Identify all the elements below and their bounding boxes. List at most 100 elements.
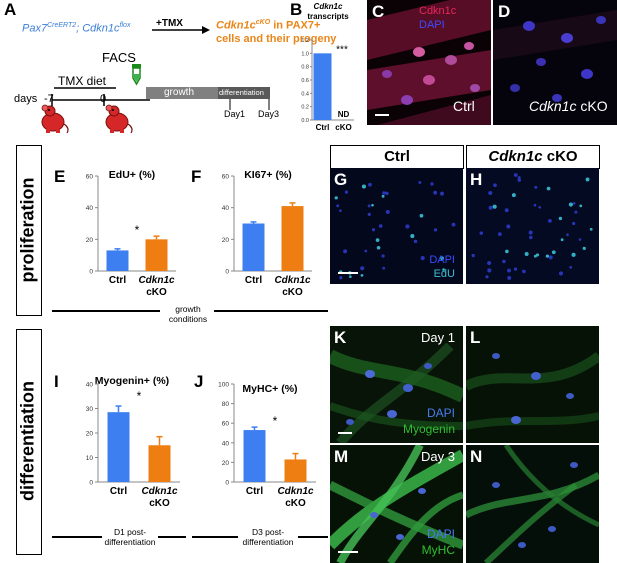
chart-i-category-label: cKO bbox=[149, 498, 170, 509]
nucleus-dot bbox=[381, 194, 385, 198]
nucleus-dot bbox=[558, 271, 564, 276]
image-h-cko-edu bbox=[466, 168, 599, 284]
chart-f-ytick-label: 60 bbox=[222, 174, 230, 181]
nucleus-dot bbox=[382, 266, 386, 270]
nucleus-dot bbox=[419, 213, 424, 218]
nucleus-dot bbox=[585, 177, 590, 182]
cko-header-gene: Cdkn1c bbox=[488, 148, 543, 165]
chart-b-bar bbox=[313, 53, 332, 121]
chart-b-category-label: Ctrl bbox=[316, 123, 330, 132]
nucleus-dot bbox=[433, 228, 438, 232]
nucleus-dot bbox=[502, 259, 506, 264]
d-suffix-label: cKO bbox=[576, 98, 608, 114]
genotype-creert2: CreERT2 bbox=[47, 22, 77, 29]
g-ctrl-header: Ctrl bbox=[330, 145, 464, 169]
differentiation-bar-label: differentiation bbox=[219, 88, 264, 97]
nucleus-dot bbox=[487, 260, 492, 266]
h-cko-header: Cdkn1c cKO bbox=[466, 145, 600, 169]
nucleus-dot bbox=[360, 273, 364, 277]
nucleus-dot bbox=[535, 253, 540, 257]
proliferation-label: proliferation bbox=[17, 177, 38, 283]
result-pax7: in PAX7+ bbox=[270, 19, 321, 32]
nucleus-dot bbox=[385, 209, 390, 214]
nucleus-dot bbox=[589, 227, 593, 231]
genotype-flox: flox bbox=[119, 22, 131, 29]
d3-line-left bbox=[192, 536, 238, 538]
chart-i-significance: * bbox=[137, 389, 142, 403]
facs-label: FACS bbox=[102, 50, 136, 65]
nucleus-dot bbox=[545, 254, 550, 258]
chart-e-bar bbox=[145, 239, 168, 271]
differentiation-bar bbox=[218, 87, 270, 99]
g-dapi-label: DAPI bbox=[429, 254, 455, 266]
chart-f-ytick-label: 0 bbox=[225, 269, 229, 276]
nucleus-dot bbox=[378, 224, 383, 228]
nucleus-dot bbox=[418, 181, 422, 184]
panel-label-m: M bbox=[334, 447, 349, 466]
chart-f-category-label: cKO bbox=[282, 287, 303, 298]
genotype-pax7: Pax7 bbox=[22, 22, 48, 35]
nucleus-dot bbox=[497, 232, 502, 237]
panel-label-f: F bbox=[191, 167, 202, 186]
image-c-cdkn1c-staining: Cdkn1c DAPI Ctrl bbox=[367, 0, 491, 125]
chart-f-ytick-label: 40 bbox=[222, 205, 230, 212]
tmx-diet-label: TMX diet bbox=[58, 74, 107, 88]
chart-j-category-label: Cdkn1c bbox=[277, 486, 314, 497]
chart-j-bar bbox=[243, 430, 266, 482]
nucleus-dot bbox=[349, 275, 352, 279]
nucleus-dot bbox=[451, 222, 456, 227]
chart-e-category-label: cKO bbox=[146, 287, 167, 298]
panel-label-c: C bbox=[372, 2, 385, 21]
chart-f-ytick-label: 20 bbox=[222, 237, 230, 244]
nucleus-dot bbox=[433, 190, 438, 195]
chart-i-bar bbox=[107, 412, 130, 482]
result-label: Cdkn1ccKO in PAX7+ cells and their proge… bbox=[216, 16, 336, 46]
chart-e-category-label: Ctrl bbox=[109, 275, 126, 286]
d1-conditions-label: D1 post- differentiation bbox=[100, 527, 160, 547]
nucleus-dot bbox=[488, 205, 493, 210]
nucleus-dot bbox=[524, 251, 529, 256]
chart-e-bar bbox=[106, 250, 129, 271]
panel-label-d: D bbox=[498, 2, 511, 21]
nucleus-dot bbox=[504, 208, 509, 213]
panel-label-e: E bbox=[54, 167, 66, 186]
growth-bar bbox=[146, 87, 218, 99]
chart-j-category-label: cKO bbox=[285, 498, 306, 509]
nucleus-dot bbox=[547, 219, 552, 223]
chart-b-ytick-label: 0.6 bbox=[301, 78, 309, 84]
c-cdkn1c-label: Cdkn1c bbox=[419, 5, 457, 17]
nucleus-dot bbox=[517, 176, 521, 180]
chart-j-title: MyHC+ (%) bbox=[242, 383, 297, 395]
nucleus-dot bbox=[376, 245, 381, 250]
d1-line-right bbox=[158, 536, 186, 538]
growth-label: growth bbox=[164, 87, 195, 98]
nucleus-dot bbox=[361, 184, 366, 189]
nucleus-dot bbox=[405, 224, 410, 229]
nucleus-dot bbox=[360, 266, 365, 271]
scale-bar-g bbox=[338, 272, 358, 274]
growth-line-right bbox=[214, 310, 328, 312]
d-cko-label: Cdkn1c cKO bbox=[529, 98, 608, 114]
result-cko: cKO bbox=[255, 19, 271, 26]
result-gene: Cdkn1c bbox=[216, 19, 256, 32]
chart-j-bar bbox=[284, 459, 307, 482]
genotype-cdkn1c: ; Cdkn1c bbox=[76, 22, 120, 35]
nucleus-dot bbox=[339, 209, 342, 213]
day-minus7-label: -7 bbox=[44, 93, 54, 105]
nucleus-dot bbox=[492, 204, 497, 209]
panel-label-a: A bbox=[4, 0, 17, 19]
k-myogenin-label: Myogenin bbox=[402, 422, 455, 436]
chart-i-category-label: Cdkn1c bbox=[141, 486, 178, 497]
nucleus-dot bbox=[367, 212, 371, 217]
panel-label-h: H bbox=[470, 170, 483, 189]
nucleus-dot bbox=[507, 268, 511, 273]
image-g-ctrl-edu: DAPI EdU bbox=[330, 168, 463, 284]
mouse-icon-day-minus7 bbox=[41, 104, 69, 134]
nucleus-dot bbox=[513, 173, 518, 177]
scale-bar-c bbox=[375, 114, 389, 116]
image-d-cko-staining: Cdkn1c cKO bbox=[493, 0, 617, 125]
nucleus-dot bbox=[385, 191, 389, 196]
nucleus-dot bbox=[493, 183, 497, 188]
nucleus-dot bbox=[371, 228, 376, 232]
